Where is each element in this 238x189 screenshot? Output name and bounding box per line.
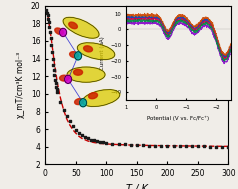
Ellipse shape <box>89 93 98 99</box>
Point <box>45 9 48 12</box>
Point <box>123 143 127 146</box>
Point <box>135 144 139 147</box>
Point <box>50 51 54 54</box>
Ellipse shape <box>74 98 84 105</box>
Point <box>153 144 157 147</box>
Point <box>47 21 51 24</box>
Point <box>55 91 59 94</box>
Point <box>101 141 105 144</box>
Point <box>92 139 96 142</box>
Point <box>141 144 145 147</box>
Ellipse shape <box>77 43 115 60</box>
Point <box>49 37 53 40</box>
Ellipse shape <box>84 46 93 52</box>
Ellipse shape <box>79 99 87 107</box>
Point <box>55 88 59 91</box>
Point <box>190 145 194 148</box>
Ellipse shape <box>82 90 120 106</box>
Point <box>202 145 206 148</box>
Point <box>98 140 102 143</box>
Point <box>208 145 212 148</box>
Point <box>214 145 218 148</box>
Point <box>147 144 151 147</box>
Ellipse shape <box>55 28 63 35</box>
Point <box>110 142 114 145</box>
Point <box>52 74 56 77</box>
Point <box>48 25 51 28</box>
Point <box>54 85 58 88</box>
Ellipse shape <box>64 75 72 83</box>
Point <box>59 100 62 103</box>
Point <box>51 63 55 66</box>
Point <box>62 108 65 111</box>
Ellipse shape <box>74 52 82 60</box>
Point <box>86 137 90 140</box>
Point <box>71 124 75 127</box>
Ellipse shape <box>63 17 99 38</box>
Point <box>51 57 55 60</box>
Point <box>48 31 52 34</box>
Ellipse shape <box>69 22 77 29</box>
Point <box>68 120 72 123</box>
Point <box>74 128 78 131</box>
Ellipse shape <box>74 69 83 75</box>
Point <box>172 145 175 148</box>
X-axis label: T / K: T / K <box>126 184 148 189</box>
Point <box>80 134 84 137</box>
Point <box>104 141 108 144</box>
Point <box>220 145 224 148</box>
Point <box>45 11 49 14</box>
Point <box>77 131 81 134</box>
Point <box>117 143 120 146</box>
Point <box>50 44 53 47</box>
Point <box>54 82 58 85</box>
Point <box>196 145 200 148</box>
Ellipse shape <box>69 52 79 58</box>
Point <box>159 144 163 147</box>
Point <box>178 145 182 148</box>
Y-axis label: χ_mT/cm³K mol⁻³: χ_mT/cm³K mol⁻³ <box>16 52 25 118</box>
Point <box>129 143 133 146</box>
Point <box>184 145 188 148</box>
Point <box>53 78 57 81</box>
Y-axis label: Current (μA): Current (μA) <box>99 36 104 70</box>
Point <box>46 17 50 20</box>
Ellipse shape <box>60 75 69 81</box>
X-axis label: Potential (V vs. Fc/Fc⁺): Potential (V vs. Fc/Fc⁺) <box>147 116 210 121</box>
Point <box>46 14 50 17</box>
Point <box>89 138 93 141</box>
Ellipse shape <box>60 28 67 36</box>
Point <box>95 140 99 143</box>
Ellipse shape <box>67 67 105 82</box>
Point <box>52 69 56 72</box>
Point <box>83 136 87 139</box>
Point <box>165 144 169 147</box>
Point <box>65 114 69 117</box>
Point <box>227 145 230 148</box>
